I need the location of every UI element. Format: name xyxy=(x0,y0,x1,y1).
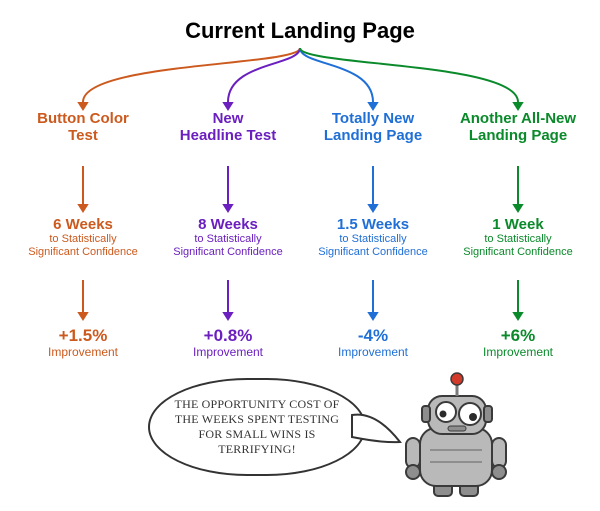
col-totally-new-name: Totally NewLanding Page xyxy=(308,110,438,164)
weeks-sub: to StatisticallySignificant Confidence xyxy=(163,233,293,258)
test-name: NewHeadline Test xyxy=(163,110,293,145)
down-arrow-icon xyxy=(73,278,93,324)
branch-arrows xyxy=(0,44,600,112)
arrow-totally-new-b xyxy=(308,278,438,322)
col-another-new-name: Another All-NewLanding Page xyxy=(453,110,583,164)
test-name: Another All-NewLanding Page xyxy=(453,110,583,145)
weeks-value: 8 Weeks xyxy=(163,216,293,233)
arrow-another-new-a xyxy=(453,164,583,214)
improvement-sub: Improvement xyxy=(453,346,583,360)
col-another-new-improvement: +6%Improvement xyxy=(453,326,583,366)
col-headline-improvement: +0.8%Improvement xyxy=(163,326,293,366)
arrow-button-color-a xyxy=(18,164,148,214)
speech-bubble: THE OPPORTUNITY COST OF THE WEEKS SPENT … xyxy=(148,378,366,476)
arrow-headline-a xyxy=(163,164,293,214)
down-arrow-icon xyxy=(508,278,528,324)
col-button-color-weeks: 6 Weeksto StatisticallySignificant Confi… xyxy=(18,216,148,278)
down-arrow-icon xyxy=(363,278,383,324)
down-arrow-icon xyxy=(218,164,238,216)
col-headline-name: NewHeadline Test xyxy=(163,110,293,164)
improvement-sub: Improvement xyxy=(308,346,438,360)
improvement-value: +6% xyxy=(453,326,583,346)
down-arrow-icon xyxy=(508,164,528,216)
weeks-sub: to StatisticallySignificant Confidence xyxy=(453,233,583,258)
weeks-value: 6 Weeks xyxy=(18,216,148,233)
robot-illustration xyxy=(390,372,520,502)
weeks-sub: to StatisticallySignificant Confidence xyxy=(308,233,438,258)
col-another-new-weeks: 1 Weekto StatisticallySignificant Confid… xyxy=(453,216,583,278)
test-name: Button ColorTest xyxy=(18,110,148,145)
weeks-value: 1.5 Weeks xyxy=(308,216,438,233)
down-arrow-icon xyxy=(73,164,93,216)
improvement-value: -4% xyxy=(308,326,438,346)
improvement-value: +0.8% xyxy=(163,326,293,346)
col-button-color-name: Button ColorTest xyxy=(18,110,148,164)
page-title: Current Landing Page xyxy=(0,18,600,44)
down-arrow-icon xyxy=(218,278,238,324)
arrow-button-color-b xyxy=(18,278,148,322)
improvement-sub: Improvement xyxy=(163,346,293,360)
diagram-root: Current Landing Page Button ColorTest 6 W… xyxy=(0,0,600,511)
improvement-value: +1.5% xyxy=(18,326,148,346)
arrow-headline-b xyxy=(163,278,293,322)
arrow-totally-new-a xyxy=(308,164,438,214)
weeks-sub: to StatisticallySignificant Confidence xyxy=(18,233,148,258)
improvement-sub: Improvement xyxy=(18,346,148,360)
weeks-value: 1 Week xyxy=(453,216,583,233)
col-totally-new-weeks: 1.5 Weeksto StatisticallySignificant Con… xyxy=(308,216,438,278)
col-button-color-improvement: +1.5%Improvement xyxy=(18,326,148,366)
col-headline-weeks: 8 Weeksto StatisticallySignificant Confi… xyxy=(163,216,293,278)
col-totally-new-improvement: -4%Improvement xyxy=(308,326,438,366)
speech-text: THE OPPORTUNITY COST OF THE WEEKS SPENT … xyxy=(166,397,348,457)
down-arrow-icon xyxy=(363,164,383,216)
test-name: Totally NewLanding Page xyxy=(308,110,438,145)
arrow-another-new-b xyxy=(453,278,583,322)
